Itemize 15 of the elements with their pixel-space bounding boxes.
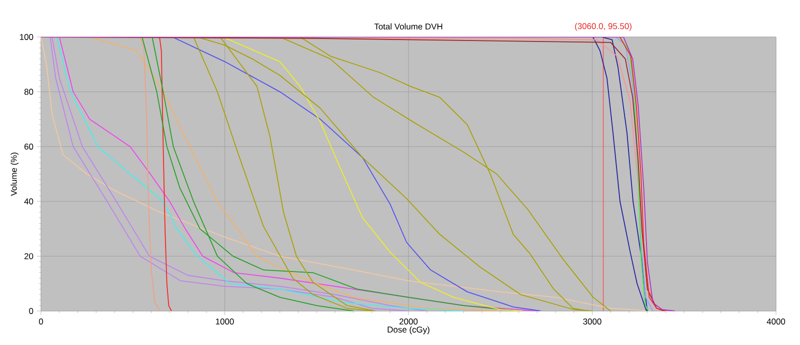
y-tick-label: 0 xyxy=(29,308,34,314)
y-axis-title: Volume (%) xyxy=(10,152,19,196)
x-tick-label: 4000 xyxy=(766,318,786,325)
x-tick-label: 1000 xyxy=(216,318,234,325)
x-tick-label: 3000 xyxy=(583,318,602,325)
y-tick-label: 100 xyxy=(20,34,34,40)
y-tick-label: 40 xyxy=(24,198,34,204)
x-tick-label: 0 xyxy=(38,318,44,325)
x-axis-title: Dose (cGy) xyxy=(388,326,430,334)
annotation: (3060.0, 95.50) xyxy=(575,22,632,31)
chart-title: Total Volume DVH xyxy=(374,23,442,30)
y-tick-label: 80 xyxy=(24,88,34,95)
y-tick-label: 20 xyxy=(24,253,34,260)
y-tick-label: 60 xyxy=(24,144,34,150)
x-tick-label: 2000 xyxy=(400,318,418,325)
